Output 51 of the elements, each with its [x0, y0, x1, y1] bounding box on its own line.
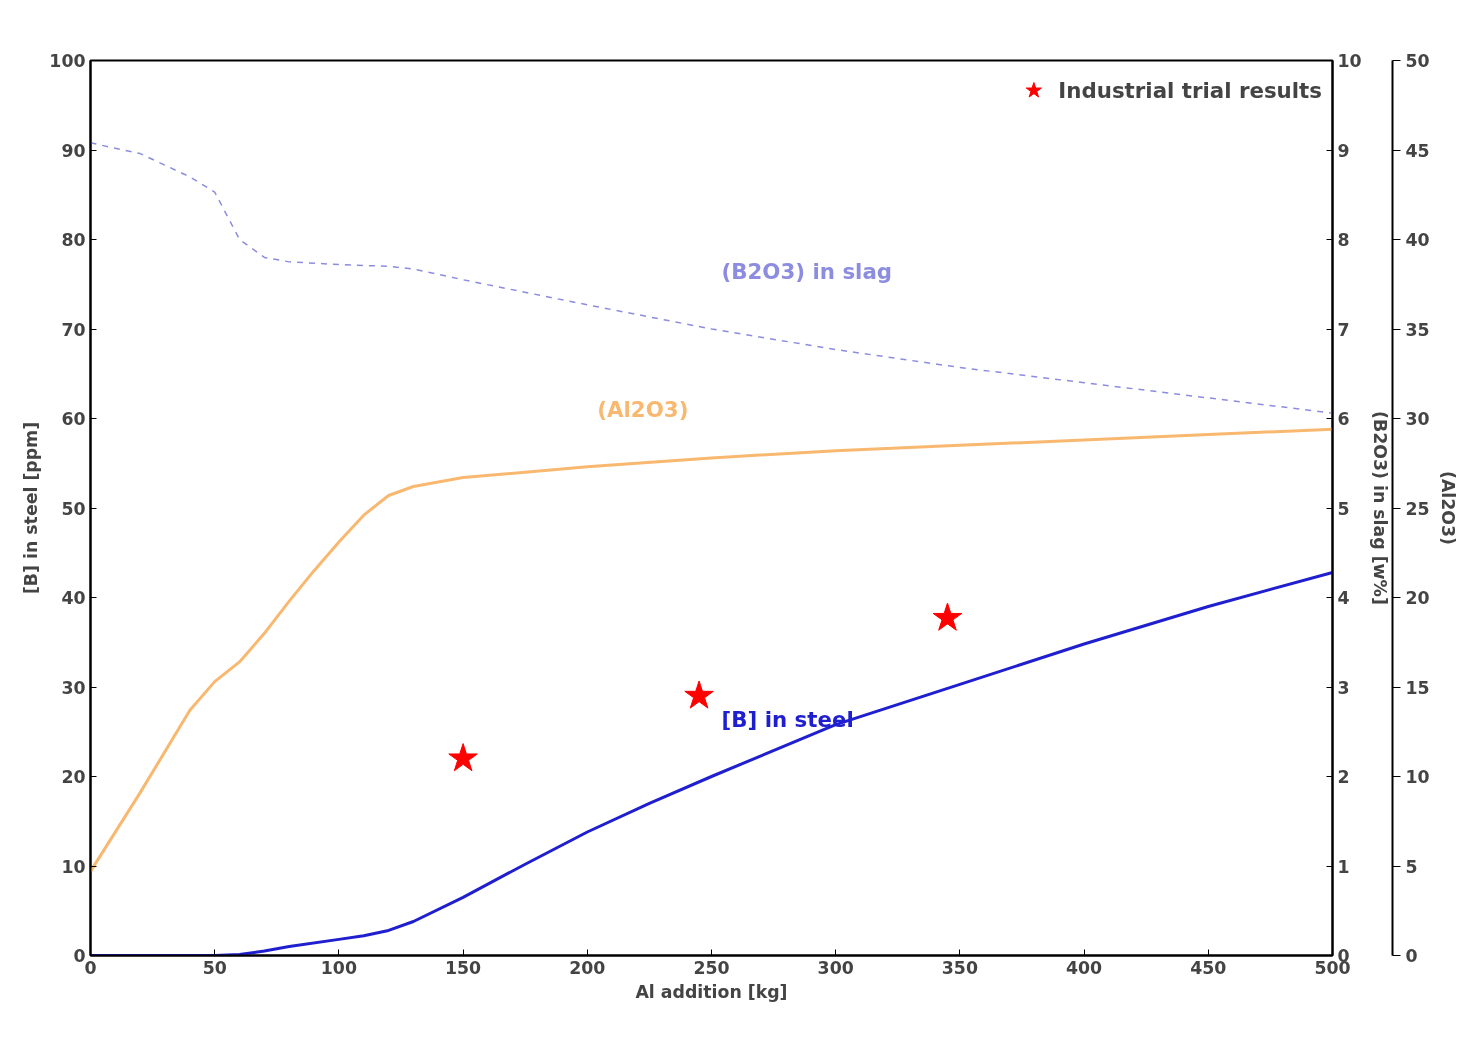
- y2-tick-label: 7: [1337, 319, 1350, 340]
- y-tick-label: 70: [61, 319, 86, 340]
- y-tick-label: 50: [61, 498, 86, 519]
- y3-tick-label: 5: [1405, 856, 1418, 877]
- legend-label: Industrial trial results: [1058, 77, 1322, 103]
- x-tick-label: 250: [693, 957, 730, 978]
- x-tick-label: 400: [1066, 957, 1103, 978]
- point: [684, 680, 714, 709]
- y3-axis-title: (Al2O3): [1437, 470, 1458, 546]
- line-series: [90, 427, 1333, 873]
- text: (B2O3) in slag: [721, 259, 893, 284]
- y3-tick-label: 40: [1405, 230, 1430, 250]
- series-label: (Al2O3): [597, 396, 689, 422]
- y-tick-label: 20: [61, 767, 86, 787]
- y2-tick-label: 5: [1337, 498, 1350, 519]
- y3-tick-label: 25: [1405, 498, 1430, 519]
- y2-tick-label: 3: [1337, 677, 1350, 698]
- x-tick-label: 350: [941, 957, 978, 978]
- y-axis-title: [B] in steel [ppm]: [21, 421, 42, 595]
- x-tick-label: 200: [569, 957, 606, 978]
- y-tick-label: 80: [61, 230, 86, 250]
- y2-axis-title: (B2O3) in slag [w%]: [1369, 411, 1390, 605]
- y2-tick-label: 10: [1337, 51, 1362, 71]
- x-tick-label: 150: [445, 957, 482, 978]
- x-tick-label: 50: [202, 957, 227, 978]
- point: [932, 602, 963, 631]
- y-tick-label: 30: [61, 677, 86, 698]
- y2-tick-label: 6: [1337, 409, 1350, 429]
- y2-tick-label: 2: [1337, 767, 1350, 787]
- y3-tick-label: 35: [1405, 319, 1430, 340]
- y3-tick-label: 45: [1405, 140, 1430, 161]
- y3-tick-label: 15: [1405, 677, 1430, 698]
- x-tick-label: 100: [320, 957, 357, 978]
- y-tick-label: 40: [61, 588, 86, 608]
- y-tick-label: 100: [49, 51, 86, 71]
- y2-tick-label: 9: [1337, 140, 1350, 161]
- x-tick-label: 450: [1190, 957, 1227, 978]
- y2-tick-label: 4: [1337, 588, 1350, 608]
- y-tick-label: 90: [61, 140, 86, 161]
- y3-tick-label: 10: [1405, 767, 1430, 787]
- y3-tick-label: 50: [1405, 51, 1430, 71]
- y2-tick-label: 8: [1337, 230, 1350, 250]
- y-tick-label: 60: [61, 409, 86, 429]
- y3-tick-label: 30: [1405, 409, 1430, 429]
- series-label: [B] in steel: [721, 706, 854, 732]
- y2-tick-label: 1: [1337, 856, 1350, 877]
- point: [448, 743, 478, 772]
- y-tick-label: 10: [61, 856, 86, 877]
- x-tick-label: 300: [817, 957, 854, 978]
- x-axis-title: Al addition [kg]: [635, 981, 788, 1002]
- y3-tick-label: 20: [1405, 588, 1430, 608]
